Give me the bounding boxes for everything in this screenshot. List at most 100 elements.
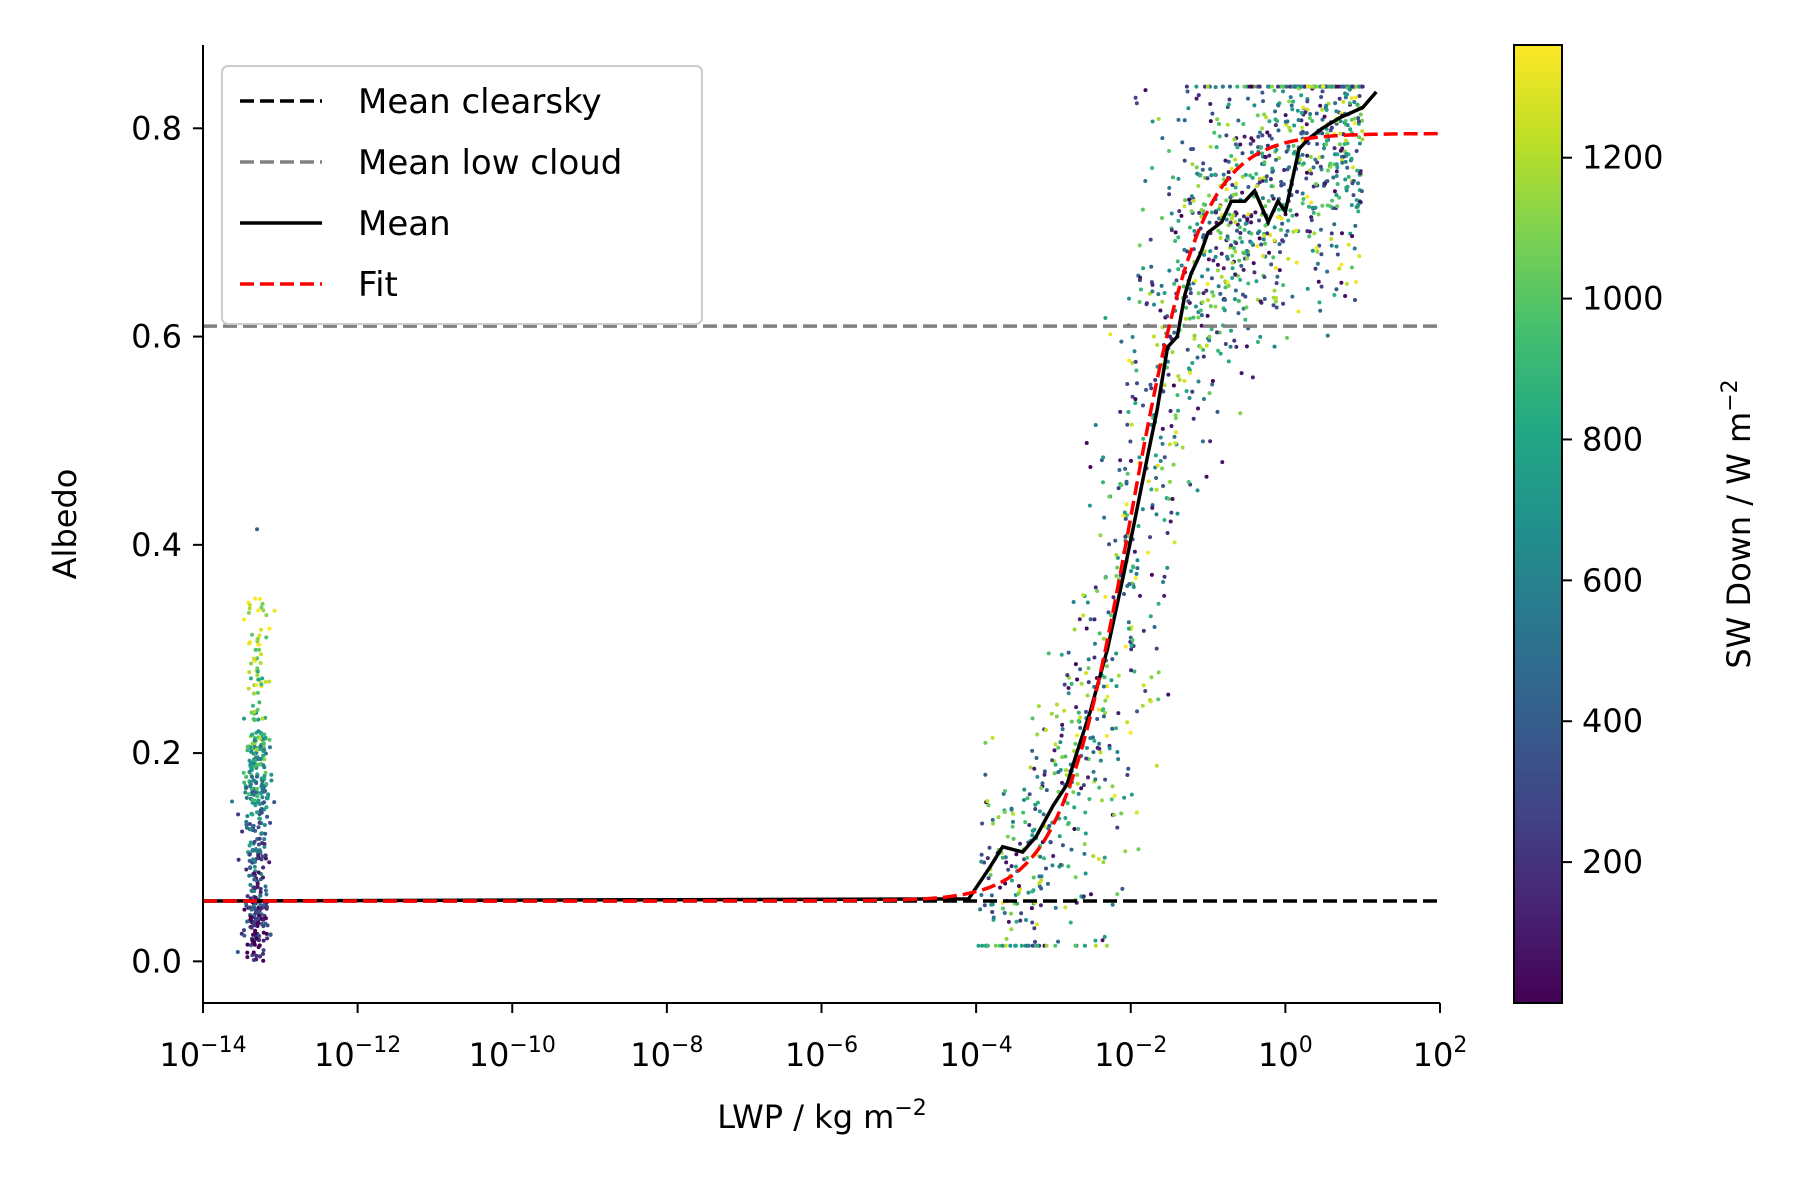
scatter-point	[1102, 855, 1107, 860]
scatter-point	[257, 596, 262, 601]
scatter-point	[1000, 906, 1005, 911]
scatter-point	[1243, 221, 1248, 226]
scatter-point	[1133, 576, 1138, 581]
scatter-point	[248, 882, 253, 887]
scatter-point	[250, 797, 255, 802]
scatter-point	[1308, 154, 1313, 159]
scatter-point	[267, 626, 272, 631]
scatter-point	[1126, 296, 1131, 301]
scatter-point	[1350, 165, 1355, 170]
scatter-point	[1329, 84, 1334, 89]
scatter-point	[1149, 487, 1154, 492]
scatter-point	[1223, 158, 1228, 163]
scatter-point	[1218, 236, 1223, 241]
scatter-point	[1013, 943, 1018, 948]
scatter-point	[258, 790, 263, 795]
scatter-point	[1216, 348, 1221, 353]
scatter-point	[1245, 217, 1250, 222]
scatter-point	[1092, 738, 1097, 743]
scatter-point	[1109, 613, 1114, 618]
scatter-point	[1053, 742, 1058, 747]
scatter-point	[242, 716, 247, 721]
scatter-point	[247, 769, 252, 774]
scatter-point	[1199, 323, 1204, 328]
scatter-point	[1354, 280, 1359, 285]
scatter-point	[1214, 330, 1219, 335]
scatter-point	[1260, 151, 1265, 156]
scatter-point	[1220, 460, 1225, 465]
scatter-point	[991, 915, 996, 920]
scatter-point	[1287, 99, 1292, 104]
scatter-point	[1274, 147, 1279, 152]
scatter-point	[1129, 647, 1134, 652]
scatter-point	[263, 751, 268, 756]
scatter-point	[1246, 252, 1251, 257]
scatter-point	[1150, 282, 1155, 287]
scatter-point	[1234, 211, 1239, 216]
colorbar-tick-label: 600	[1582, 561, 1643, 599]
scatter-point	[236, 857, 241, 862]
scatter-point	[1198, 172, 1203, 177]
fit-curve	[203, 131, 1440, 903]
scatter-point	[1161, 484, 1166, 489]
scatter-point	[1005, 834, 1010, 839]
scatter-point	[1160, 441, 1165, 446]
scatter-point	[1284, 233, 1289, 238]
scatter-point	[259, 905, 264, 910]
scatter-point	[1159, 216, 1164, 221]
scatter-point	[1085, 745, 1090, 750]
scatter-point	[1354, 198, 1359, 203]
scatter-point	[1213, 210, 1218, 215]
scatter-point	[1320, 203, 1325, 208]
scatter-point	[242, 907, 247, 912]
scatter-point	[1206, 257, 1211, 262]
scatter-point	[1275, 118, 1280, 123]
scatter-point	[1105, 694, 1110, 699]
scatter-point	[1269, 184, 1274, 189]
scatter-point	[1150, 119, 1155, 124]
scatter-point	[252, 709, 257, 714]
scatter-point	[261, 917, 266, 922]
scatter-point	[978, 907, 983, 912]
scatter-point	[1229, 216, 1234, 221]
legend-box	[221, 65, 703, 325]
scatter-point	[1186, 106, 1191, 111]
scatter-point	[1091, 769, 1096, 774]
scatter-point	[1044, 788, 1049, 793]
scatter-point	[1123, 534, 1128, 539]
colorbar-label: SW Down / W m−2	[1718, 379, 1758, 668]
scatter-point	[1138, 287, 1143, 292]
scatter-point	[1200, 167, 1205, 172]
scatter-point	[1173, 413, 1178, 418]
scatter-point	[1236, 118, 1241, 123]
scatter-point	[1262, 112, 1267, 117]
scatter-point	[1270, 169, 1275, 174]
scatter-point	[1320, 154, 1325, 159]
scatter-point	[1255, 340, 1260, 345]
scatter-point	[1141, 266, 1146, 271]
scatter-point	[1246, 185, 1251, 190]
legend: Mean clearsky Mean low cloud Mean Fit	[221, 65, 703, 325]
scatter-point	[1091, 750, 1096, 755]
scatter-point	[1349, 117, 1354, 122]
scatter-point	[1345, 141, 1350, 146]
scatter-point	[241, 770, 246, 775]
scatter-point	[1356, 209, 1361, 214]
scatter-point	[254, 774, 259, 779]
scatter-point	[1256, 134, 1261, 139]
scatter-point	[1187, 225, 1192, 230]
scatter-point	[1149, 572, 1154, 577]
scatter-point	[1343, 293, 1348, 298]
scatter-point	[1109, 797, 1114, 802]
scatter-point	[1145, 550, 1150, 555]
scatter-point	[1267, 153, 1272, 158]
scatter-point	[1208, 102, 1213, 107]
scatter-point	[1262, 233, 1267, 238]
scatter-point	[1097, 746, 1102, 751]
scatter-point	[1073, 875, 1078, 880]
scatter-point	[1319, 95, 1324, 100]
scatter-point	[1063, 815, 1068, 820]
scatter-point	[1226, 283, 1231, 288]
scatter-point	[1037, 884, 1042, 889]
scatter-point	[1270, 194, 1275, 199]
